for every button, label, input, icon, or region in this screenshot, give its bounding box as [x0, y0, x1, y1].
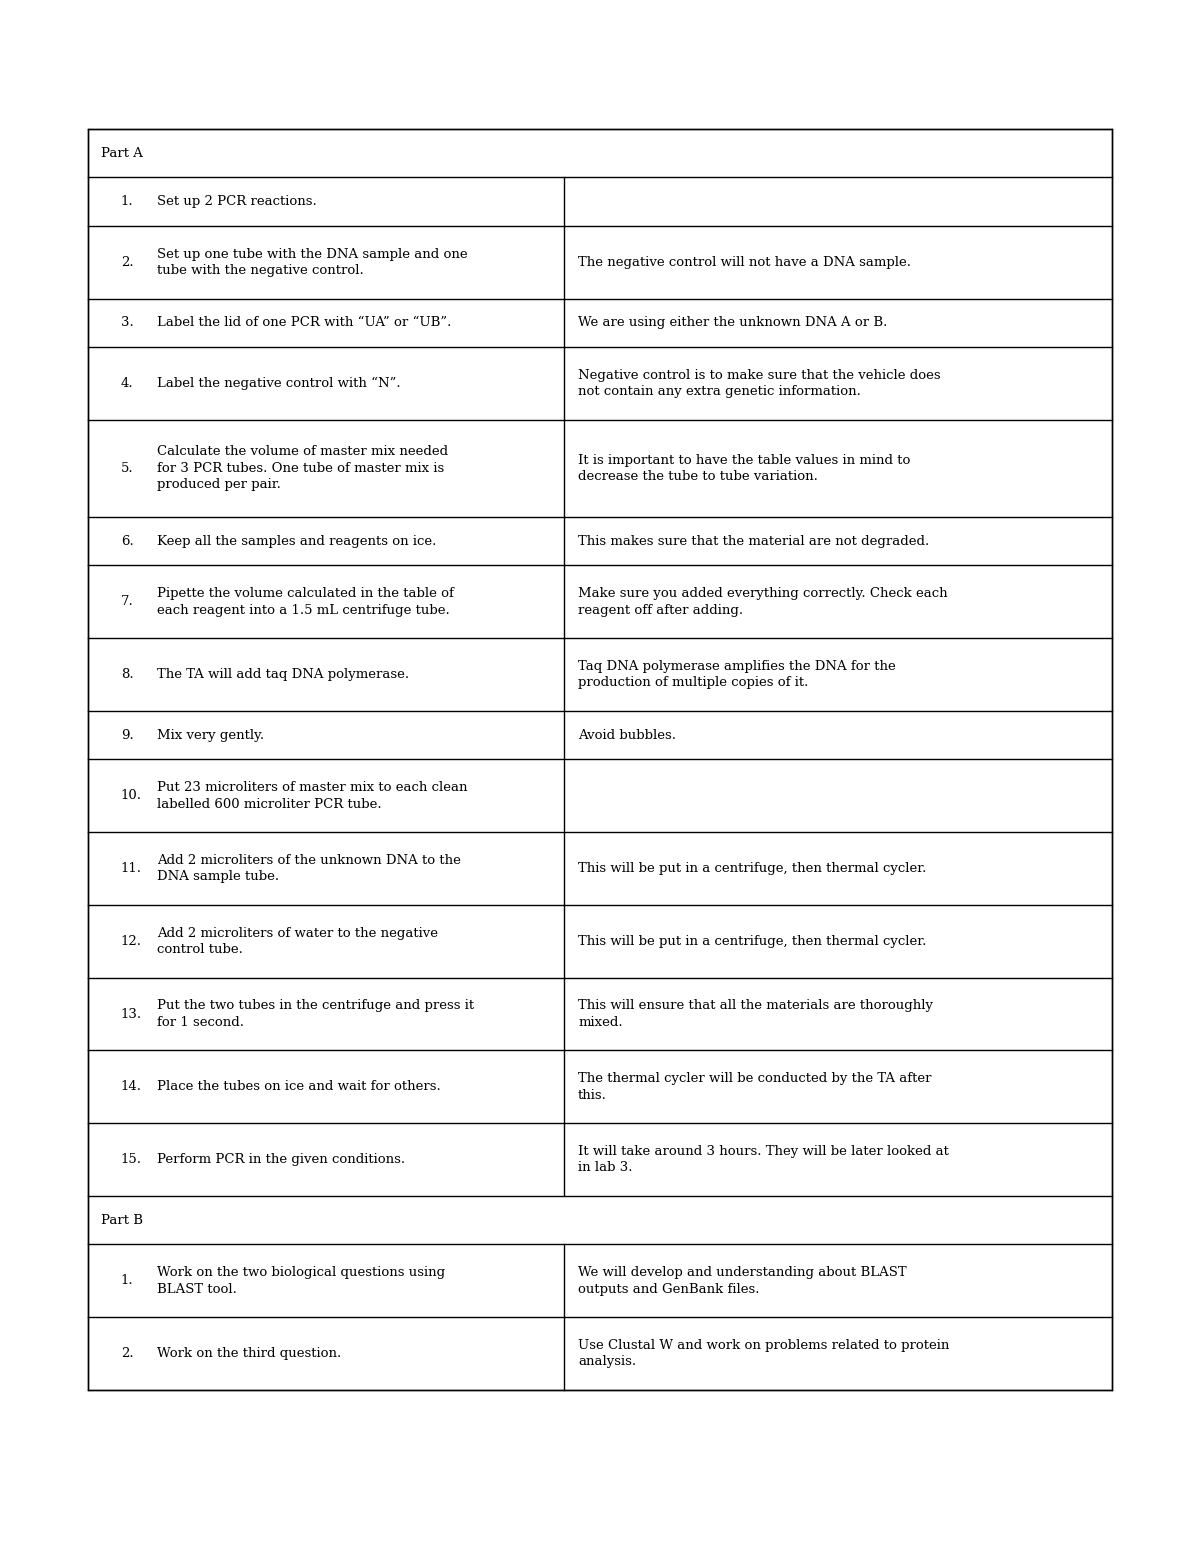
- Text: 1.: 1.: [121, 196, 133, 208]
- Text: Negative control is to make sure that the vehicle does
not contain any extra gen: Negative control is to make sure that th…: [578, 368, 941, 398]
- Text: Make sure you added everything correctly. Check each
reagent off after adding.: Make sure you added everything correctly…: [578, 587, 948, 617]
- Text: Work on the two biological questions using
BLAST tool.: Work on the two biological questions usi…: [157, 1266, 445, 1295]
- Text: It will take around 3 hours. They will be later looked at
in lab 3.: It will take around 3 hours. They will b…: [578, 1145, 949, 1174]
- Text: Avoid bubbles.: Avoid bubbles.: [578, 728, 676, 742]
- Text: This will be put in a centrifuge, then thermal cycler.: This will be put in a centrifuge, then t…: [578, 935, 926, 947]
- Text: 10.: 10.: [121, 789, 142, 803]
- Text: We are using either the unknown DNA A or B.: We are using either the unknown DNA A or…: [578, 317, 887, 329]
- Text: Mix very gently.: Mix very gently.: [157, 728, 264, 742]
- Text: 8.: 8.: [121, 668, 133, 682]
- Text: Keep all the samples and reagents on ice.: Keep all the samples and reagents on ice…: [157, 534, 437, 548]
- Text: 14.: 14.: [121, 1081, 142, 1093]
- Text: Calculate the volume of master mix needed
for 3 PCR tubes. One tube of master mi: Calculate the volume of master mix neede…: [157, 446, 448, 491]
- Text: Label the negative control with “N”.: Label the negative control with “N”.: [157, 377, 401, 390]
- Text: 15.: 15.: [121, 1152, 142, 1166]
- Text: 6.: 6.: [121, 534, 133, 548]
- Text: Add 2 microliters of the unknown DNA to the
DNA sample tube.: Add 2 microliters of the unknown DNA to …: [157, 854, 461, 884]
- Text: 3.: 3.: [121, 317, 133, 329]
- Text: 5.: 5.: [121, 461, 133, 475]
- Text: Part A: Part A: [102, 146, 143, 160]
- Text: It is important to have the table values in mind to
decrease the tube to tube va: It is important to have the table values…: [578, 453, 911, 483]
- Text: Set up 2 PCR reactions.: Set up 2 PCR reactions.: [157, 196, 317, 208]
- Text: Part B: Part B: [102, 1214, 144, 1227]
- Text: 1.: 1.: [121, 1275, 133, 1287]
- Text: 13.: 13.: [121, 1008, 142, 1020]
- Text: The thermal cycler will be conducted by the TA after
this.: The thermal cycler will be conducted by …: [578, 1072, 931, 1101]
- Text: This will ensure that all the materials are thoroughly
mixed.: This will ensure that all the materials …: [578, 999, 934, 1028]
- Text: 9.: 9.: [121, 728, 133, 742]
- Text: We will develop and understanding about BLAST
outputs and GenBank files.: We will develop and understanding about …: [578, 1266, 907, 1295]
- Text: 12.: 12.: [121, 935, 142, 947]
- Text: The negative control will not have a DNA sample.: The negative control will not have a DNA…: [578, 256, 911, 269]
- Text: 11.: 11.: [121, 862, 142, 874]
- Text: 4.: 4.: [121, 377, 133, 390]
- Text: Set up one tube with the DNA sample and one
tube with the negative control.: Set up one tube with the DNA sample and …: [157, 247, 468, 276]
- Text: Put the two tubes in the centrifuge and press it
for 1 second.: Put the two tubes in the centrifuge and …: [157, 999, 474, 1028]
- Text: 2.: 2.: [121, 1346, 133, 1360]
- Text: This makes sure that the material are not degraded.: This makes sure that the material are no…: [578, 534, 929, 548]
- Text: Place the tubes on ice and wait for others.: Place the tubes on ice and wait for othe…: [157, 1081, 440, 1093]
- Text: Use Clustal W and work on problems related to protein
analysis.: Use Clustal W and work on problems relat…: [578, 1339, 949, 1368]
- Text: Perform PCR in the given conditions.: Perform PCR in the given conditions.: [157, 1152, 406, 1166]
- Text: 7.: 7.: [121, 595, 133, 609]
- Text: This will be put in a centrifuge, then thermal cycler.: This will be put in a centrifuge, then t…: [578, 862, 926, 874]
- Text: Label the lid of one PCR with “UA” or “UB”.: Label the lid of one PCR with “UA” or “U…: [157, 317, 451, 329]
- Text: Put 23 microliters of master mix to each clean
labelled 600 microliter PCR tube.: Put 23 microliters of master mix to each…: [157, 781, 468, 811]
- Text: 2.: 2.: [121, 256, 133, 269]
- Text: Taq DNA polymerase amplifies the DNA for the
production of multiple copies of it: Taq DNA polymerase amplifies the DNA for…: [578, 660, 895, 690]
- Text: The TA will add taq DNA polymerase.: The TA will add taq DNA polymerase.: [157, 668, 409, 682]
- Text: Add 2 microliters of water to the negative
control tube.: Add 2 microliters of water to the negati…: [157, 927, 438, 957]
- Text: Work on the third question.: Work on the third question.: [157, 1346, 341, 1360]
- Text: Pipette the volume calculated in the table of
each reagent into a 1.5 mL centrif: Pipette the volume calculated in the tab…: [157, 587, 454, 617]
- Bar: [88, 129, 1112, 1390]
